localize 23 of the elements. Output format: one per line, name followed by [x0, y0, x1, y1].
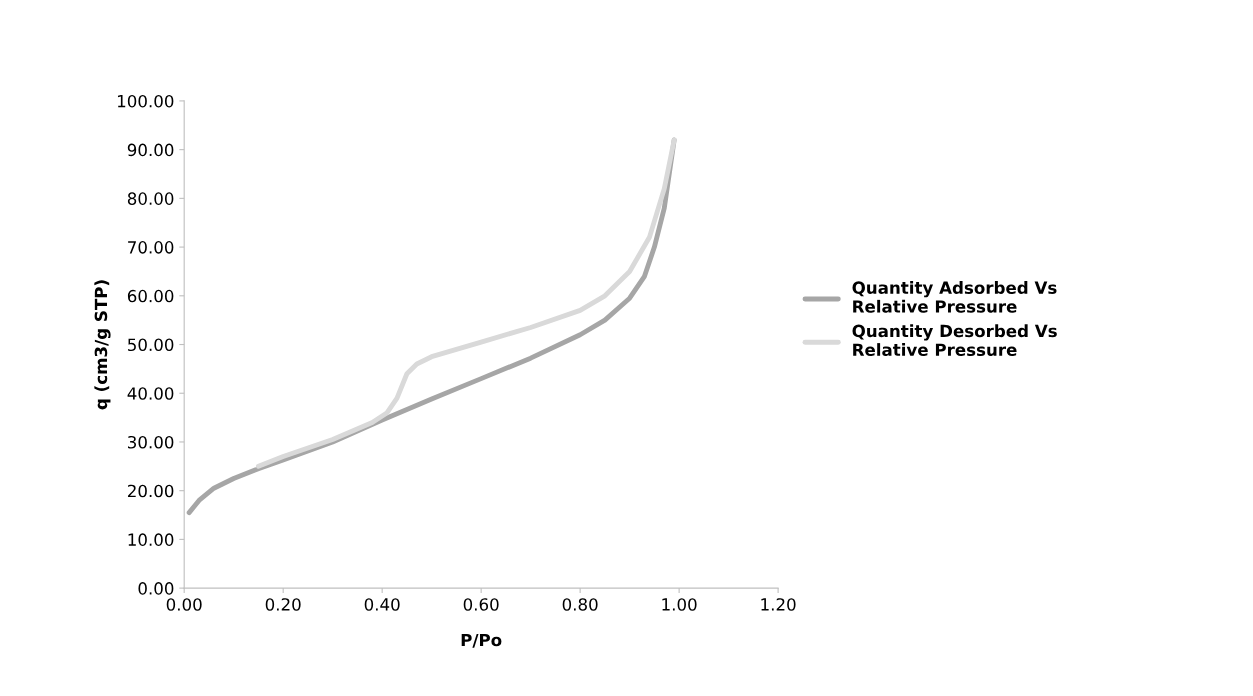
- x-tick-label: 1.20: [761, 598, 796, 611]
- x-tick-label: 0.80: [562, 598, 598, 611]
- legend-label: Quantity Desorbed Vs Relative Pressure: [852, 324, 1057, 357]
- x-tick-label: 0.40: [364, 598, 400, 611]
- x-axis-title: P/Po: [461, 633, 502, 648]
- y-tick-label: 100.00: [117, 94, 174, 108]
- y-tick-label: 10.00: [128, 533, 174, 546]
- legend-label: Quantity Adsorbed Vs Relative Pressure: [852, 281, 1057, 313]
- y-tick-label: 30.00: [128, 435, 174, 449]
- x-tick-label: 1.00: [662, 598, 697, 611]
- y-tick-label: 20.00: [127, 484, 174, 498]
- y-tick-label: 70.00: [128, 241, 174, 254]
- y-tick-label: 50.00: [128, 338, 174, 352]
- x-tick-label: 0.00: [166, 598, 202, 611]
- x-tick-label: 0.60: [463, 598, 499, 611]
- x-tick-label: 0.20: [265, 598, 301, 611]
- y-tick-label: 80.00: [127, 192, 174, 205]
- line-series: [256, 137, 677, 469]
- y-axis-title: q (cm3/g STP): [94, 280, 111, 410]
- y-tick-label: 40.00: [127, 387, 174, 400]
- y-tick-label: 60.00: [127, 289, 174, 303]
- y-tick-label: 0.00: [138, 582, 174, 595]
- y-tick-label: 90.00: [127, 143, 174, 157]
